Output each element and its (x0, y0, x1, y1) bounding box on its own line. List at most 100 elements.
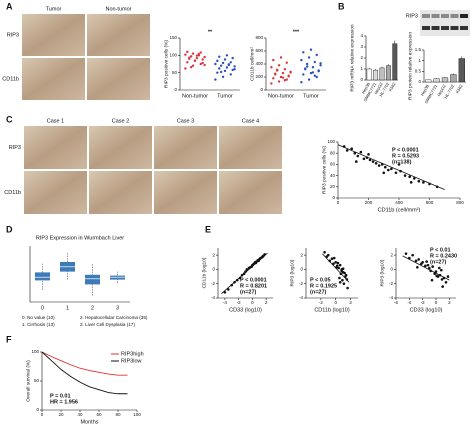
y-tick-label: 0 (260, 87, 263, 92)
dot (274, 72, 277, 75)
point (227, 288, 230, 291)
dot (225, 66, 229, 69)
x-axis-label: Months (80, 419, 98, 425)
point (341, 278, 344, 282)
dot (197, 52, 201, 56)
x-tick-label: -4 (407, 300, 411, 305)
point (356, 154, 360, 158)
dot (221, 75, 225, 79)
x-tick-label: 0 (41, 412, 44, 417)
point (411, 253, 414, 257)
point (431, 265, 434, 268)
x-tick-label: -2 (421, 300, 425, 305)
survival-curve (41, 351, 128, 395)
y-axis-label: Overall survival (%) (25, 360, 31, 402)
annotation: (n=27) (240, 289, 257, 295)
point (355, 160, 358, 163)
y-axis-label: RIP3 protein relative expression (407, 32, 413, 100)
x-axis-label: CD11b (log10) (314, 307, 350, 313)
point (336, 261, 340, 265)
point (341, 270, 345, 274)
legend-item: 2. Hepatocellular Carcinoma (35) (80, 315, 148, 320)
bar (441, 77, 449, 83)
y-tick-label: 0 (390, 267, 393, 272)
y-tick-label: 100 (327, 139, 335, 144)
column-label: Non-tumor (106, 6, 132, 12)
y-tick-label: -2 (211, 281, 215, 286)
bar (392, 43, 398, 81)
point (397, 163, 401, 166)
dot (315, 53, 318, 57)
dot (279, 75, 283, 79)
dot (214, 78, 217, 81)
survival-curve (41, 351, 128, 376)
panel-label: A (6, 1, 13, 11)
dot (229, 73, 232, 76)
point (412, 177, 416, 180)
dot (191, 52, 195, 55)
x-tick-label: 2 (349, 300, 352, 305)
ihc-image (89, 126, 152, 169)
point (368, 158, 372, 162)
x-tick-label: 80 (115, 412, 121, 417)
bar (458, 58, 465, 83)
category-label: Tumor (303, 93, 319, 99)
annotation: R = 0.2430 (430, 253, 457, 259)
dot (203, 55, 206, 59)
y-tick-label: 2 (300, 252, 303, 257)
y-tick-label: 2 (212, 252, 215, 257)
dot (317, 69, 320, 72)
dot (223, 69, 227, 73)
dot (281, 76, 285, 79)
x-tick-label: -6 (394, 300, 398, 305)
point (350, 147, 354, 151)
category-label: 2 (91, 305, 94, 311)
column-label: Case 3 (177, 118, 194, 124)
y-tick-label: -4 (389, 295, 393, 300)
annotation: (n=27) (430, 259, 447, 265)
y-tick-label: 0 (332, 195, 335, 200)
dot (186, 50, 189, 54)
category-label: HepG2 (373, 81, 384, 95)
dot (199, 51, 202, 54)
point (326, 253, 330, 257)
dot (225, 54, 229, 57)
bar (385, 65, 391, 81)
dot (307, 78, 311, 81)
x-tick-label: 2 (265, 300, 268, 305)
point (435, 274, 438, 278)
y-tick-label: 200 (255, 74, 263, 79)
point (346, 286, 349, 290)
dot (272, 58, 275, 62)
dot (195, 56, 199, 60)
x-tick-label: 100 (133, 412, 141, 417)
box (110, 275, 125, 280)
dot (227, 63, 231, 66)
x-tick-label: -4 (223, 300, 227, 305)
y-tick-label: 3 (360, 44, 363, 49)
y-tick-label: 0 (174, 87, 177, 92)
category-label: Tumor (217, 93, 233, 99)
axis (29, 246, 130, 303)
dot (287, 75, 290, 78)
annotation: P < 0.0001 (240, 277, 267, 283)
legend-item: 0. No value (10) (22, 315, 55, 320)
ihc-image (154, 171, 217, 214)
category-label: K562 (455, 83, 464, 94)
y-tick-label: 800 (255, 35, 263, 40)
category-label: Non-tumor (182, 93, 208, 99)
point (371, 160, 375, 163)
fit-line (221, 252, 268, 295)
ihc-image (87, 14, 150, 56)
dot (233, 65, 236, 68)
category-label: Hep3B (361, 81, 372, 94)
dot (285, 78, 288, 81)
fit-line (402, 255, 450, 281)
point (440, 268, 443, 272)
bar (450, 74, 457, 83)
point (334, 260, 338, 264)
dot (307, 56, 311, 59)
point (414, 259, 418, 263)
point (340, 268, 343, 271)
panel-label: B (338, 1, 345, 11)
